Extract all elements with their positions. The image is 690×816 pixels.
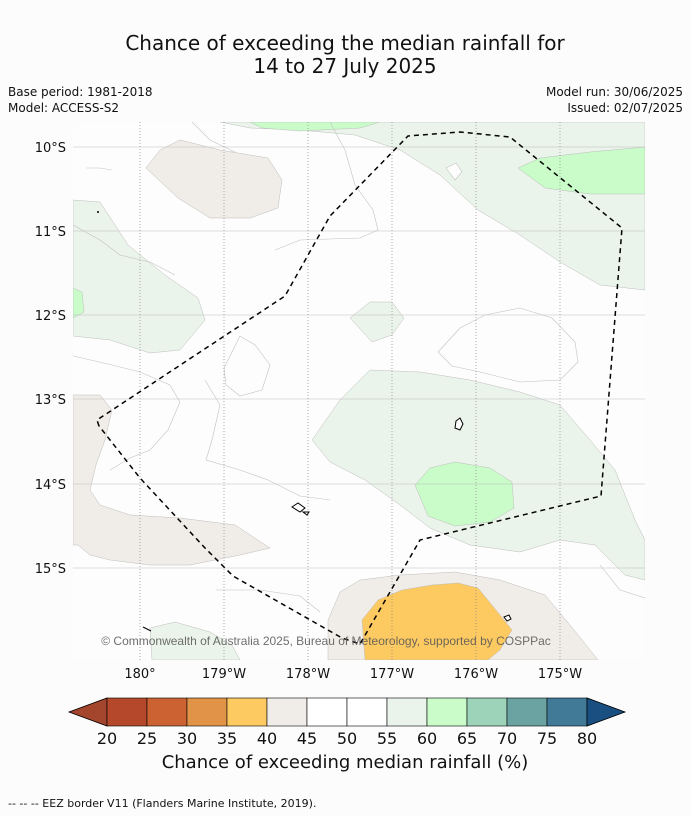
lon-label: 180°: [124, 667, 155, 682]
colorbar-tick-label: 55: [377, 729, 397, 748]
colorbar-tick-label: 35: [217, 729, 237, 748]
lat-label: 12°S: [35, 309, 66, 324]
colorbar-tick-label: 65: [457, 729, 477, 748]
contour-line-southeast: [599, 564, 645, 599]
lon-label: 178°W: [286, 667, 330, 682]
colorbar-segment: [266, 697, 308, 727]
beige-region-west: [73, 394, 271, 566]
green-region-small: [349, 301, 405, 343]
map-area: © Commonwealth of Australia 2025, Bureau…: [73, 122, 645, 660]
colorbar-segment: [506, 697, 548, 727]
reef-mark-southwest: [142, 626, 152, 632]
colorbar-tick-label: 20: [97, 729, 117, 748]
model-run: Model run: 30/06/2025: [545, 85, 683, 99]
lat-label: 10°S: [35, 141, 66, 156]
colorbar-segment: [466, 697, 508, 727]
colorbar-segment: [226, 697, 268, 727]
title-line-2: 14 to 27 July 2025: [253, 54, 437, 78]
lon-label: 176°W: [454, 667, 498, 682]
colorbar-segment: [106, 697, 148, 727]
colorbar-segment: [306, 697, 348, 727]
colorbar-tick-label: 80: [577, 729, 597, 748]
lon-label: 175°W: [538, 667, 582, 682]
colorbar-extend-high: [586, 697, 627, 727]
latitude-labels: 10°S 11°S 12°S 13°S 14°S 15°S: [35, 141, 66, 577]
title-line-1: Chance of exceeding the median rainfall …: [125, 31, 565, 55]
colorbar-tick-label: 60: [417, 729, 437, 748]
contour-line-west-2: [73, 224, 176, 276]
colorbar-tick-label: 25: [137, 729, 157, 748]
contour-line-south: [216, 589, 321, 613]
latitude-gridlines: [73, 146, 645, 569]
eez-legend-note: -- -- -- EEZ border V11 (Flanders Marine…: [8, 797, 317, 810]
colorbar-tick-label: 45: [297, 729, 317, 748]
island-south: [503, 614, 512, 622]
model-name: Model: ACCESS-S2: [8, 101, 120, 115]
lon-label: 177°W: [370, 667, 414, 682]
colorbar-tick-label: 30: [177, 729, 197, 748]
longitude-labels: 180° 179°W 178°W 177°W 176°W 175°W: [124, 667, 582, 682]
colorbar-segment: [546, 697, 588, 727]
map-title: Chance of exceeding the median rainfall …: [0, 32, 690, 78]
lon-label: 179°W: [202, 667, 246, 682]
contour-line-west-1: [73, 355, 181, 471]
island-east: [454, 417, 464, 431]
copyright-notice: © Commonwealth of Australia 2025, Bureau…: [101, 634, 551, 648]
colorbar-extend-low: [67, 697, 108, 727]
bright-green-central: [414, 461, 515, 527]
white-contour-center: [223, 335, 271, 397]
contour-line-top: [86, 167, 113, 171]
bright-green-west: [73, 287, 85, 319]
colorbar-segment: [426, 697, 468, 727]
islet-north: [445, 162, 463, 181]
issued-date: Issued: 02/07/2025: [567, 101, 683, 115]
colorbar-segment: [386, 697, 428, 727]
colorbar-tick-label: 40: [257, 729, 277, 748]
base-period: Base period: 1981-2018: [8, 85, 153, 99]
metadata-right: Model run: 30/06/2025 Issued: 02/07/2025: [546, 84, 683, 116]
colorbar-segment: [186, 697, 228, 727]
colorbar-segment: [346, 697, 388, 727]
metadata-left: Base period: 1981-2018 Model: ACCESS-S2: [8, 84, 153, 116]
colorbar-title: Chance of exceeding median rainfall (%): [161, 752, 529, 773]
lat-label: 15°S: [35, 562, 66, 577]
island-west: [291, 502, 306, 513]
lat-label: 11°S: [35, 225, 66, 240]
beige-region-north: [145, 139, 283, 219]
lat-label: 14°S: [35, 478, 66, 493]
contour-line-north-2: [191, 122, 236, 153]
colorbar-tick-label: 70: [497, 729, 517, 748]
white-contour-east: [437, 307, 579, 383]
colorbar-tick-label: 50: [337, 729, 357, 748]
bright-green-north: [249, 122, 381, 132]
contour-line-north-1: [274, 122, 379, 251]
lat-label: 13°S: [35, 393, 66, 408]
green-region-southwest: [149, 621, 241, 660]
bright-green-east: [517, 146, 645, 195]
colorbar-segment: [146, 697, 188, 727]
orange-region-south: [361, 582, 513, 660]
colorbar: 20 25 30 35 40 45 50 55 60 65 70 75 80: [67, 697, 627, 748]
reef-dot-west: [97, 211, 99, 213]
contour-line-center: [204, 379, 331, 501]
colorbar-tick-label: 75: [537, 729, 557, 748]
island-west-small: [301, 511, 310, 516]
